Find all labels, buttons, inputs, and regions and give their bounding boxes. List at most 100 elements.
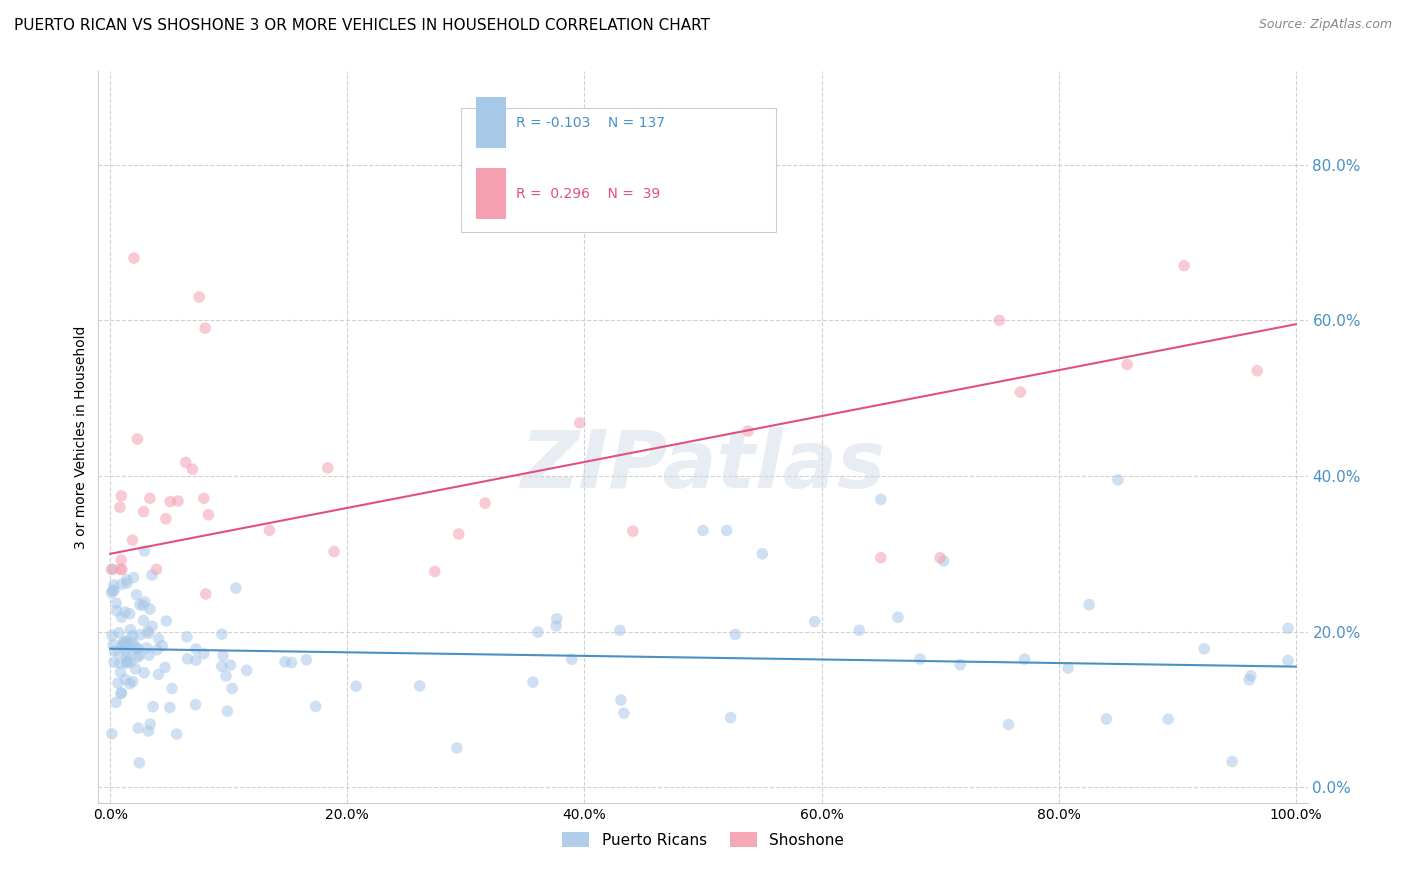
Point — [128, 598, 150, 612]
Point — [108, 657, 131, 671]
Text: R =  0.296    N =  39: R = 0.296 N = 39 — [516, 186, 659, 201]
Point — [295, 653, 318, 667]
Point — [803, 615, 825, 629]
Point — [127, 650, 149, 665]
Point — [148, 667, 170, 681]
Point — [121, 643, 143, 657]
Point — [988, 313, 1011, 327]
Point — [150, 639, 173, 653]
Point — [522, 675, 544, 690]
Point — [568, 416, 591, 430]
Y-axis label: 3 or more Vehicles in Household: 3 or more Vehicles in Household — [75, 326, 89, 549]
Point — [107, 645, 129, 659]
Point — [135, 640, 157, 655]
Point — [153, 660, 176, 674]
Point — [155, 512, 177, 526]
Point — [997, 717, 1019, 731]
Point — [128, 756, 150, 770]
Point — [114, 639, 136, 653]
Point — [118, 677, 141, 691]
Point — [110, 610, 132, 624]
Point — [115, 576, 138, 591]
Point — [167, 494, 190, 508]
Point — [537, 142, 560, 156]
Point — [111, 640, 134, 654]
Point — [121, 533, 143, 548]
Point — [111, 562, 134, 576]
Point — [138, 648, 160, 662]
Point — [103, 655, 125, 669]
Point — [115, 650, 138, 665]
Point — [103, 643, 125, 657]
Point — [115, 633, 138, 648]
Point — [115, 573, 138, 587]
Point — [1277, 653, 1299, 667]
Point — [211, 659, 233, 673]
Point — [546, 619, 568, 633]
Point — [235, 663, 257, 677]
Point — [1078, 598, 1101, 612]
Point — [546, 612, 568, 626]
Point — [159, 700, 181, 714]
Point — [188, 290, 211, 304]
Point — [146, 643, 169, 657]
Point — [184, 642, 207, 657]
Point — [217, 704, 239, 718]
Point — [142, 699, 165, 714]
Bar — [475, 97, 506, 148]
Point — [114, 605, 136, 619]
Point — [219, 658, 242, 673]
Point — [100, 562, 122, 576]
Point — [720, 711, 742, 725]
Point — [101, 638, 124, 652]
Point — [115, 635, 138, 649]
Point — [408, 679, 430, 693]
Point — [107, 676, 129, 690]
Point — [139, 491, 162, 506]
Point — [112, 635, 135, 649]
Point — [869, 492, 891, 507]
Point — [1057, 661, 1080, 675]
Point — [1173, 259, 1195, 273]
Point — [132, 599, 155, 613]
Text: Source: ZipAtlas.com: Source: ZipAtlas.com — [1258, 18, 1392, 31]
Point — [134, 544, 156, 558]
Point — [129, 628, 152, 642]
Point — [141, 619, 163, 633]
Point — [1107, 473, 1129, 487]
Point — [121, 674, 143, 689]
Point — [111, 637, 134, 651]
Point — [111, 577, 134, 591]
Point — [174, 455, 197, 469]
Point — [215, 669, 238, 683]
Point — [134, 595, 156, 609]
Point — [138, 724, 160, 739]
Point — [1157, 712, 1180, 726]
Point — [117, 655, 139, 669]
Text: R = -0.103    N = 137: R = -0.103 N = 137 — [516, 116, 665, 129]
Point — [125, 641, 148, 656]
Point — [1095, 712, 1118, 726]
Point — [869, 550, 891, 565]
Point — [932, 554, 955, 568]
Point — [132, 505, 155, 519]
Point — [1116, 358, 1139, 372]
Point — [474, 496, 496, 510]
Point — [120, 635, 142, 649]
Point — [110, 562, 132, 576]
Point — [737, 424, 759, 438]
Point — [101, 562, 124, 576]
Point — [344, 679, 367, 693]
Point — [148, 632, 170, 646]
Point — [181, 462, 204, 476]
Point — [110, 686, 132, 700]
Point — [105, 596, 128, 610]
Point — [103, 578, 125, 592]
Point — [194, 587, 217, 601]
Point — [108, 625, 131, 640]
Point — [155, 614, 177, 628]
Point — [527, 625, 550, 640]
Point — [110, 489, 132, 503]
Point — [139, 602, 162, 616]
Point — [115, 656, 138, 670]
